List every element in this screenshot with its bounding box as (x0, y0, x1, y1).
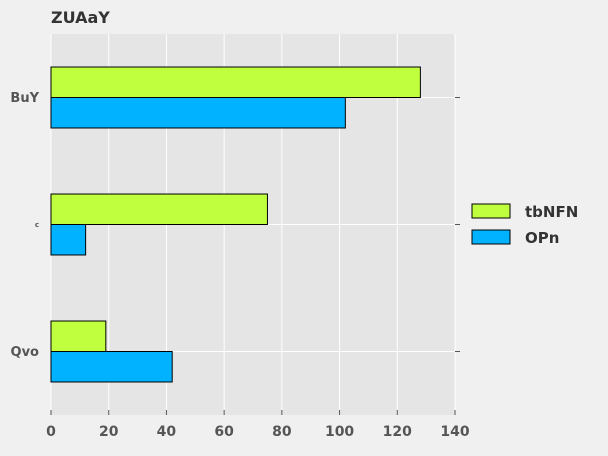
axes: 0 20 40 60 80 100 120 140 BuY c Qvo (10, 91, 469, 440)
x-tick-label: 80 (272, 424, 292, 440)
legend-swatch (471, 203, 511, 219)
x-tick-label: 120 (383, 424, 412, 440)
legend-label: tbNFN (525, 203, 578, 221)
legend: tbNFN OPn (471, 203, 578, 247)
x-tick-label: 40 (157, 424, 177, 440)
y-tick-label: BuY (10, 91, 39, 106)
bar-OPn-BuY (50, 97, 346, 129)
y-tick-label: Qvo (11, 345, 40, 360)
bar-OPn-c (50, 224, 87, 256)
x-tick-label: 0 (46, 424, 56, 440)
x-tick-label: 20 (99, 424, 119, 440)
chart-title: ZUAaY (51, 8, 110, 27)
x-tick-label: 100 (325, 424, 354, 440)
y-tick-label: c (35, 221, 39, 229)
bar-tbNFN-Qvo (50, 320, 107, 352)
bars (50, 66, 421, 383)
bar-tbNFN-c (50, 193, 268, 226)
legend-swatch (471, 229, 511, 245)
legend-label: OPn (525, 229, 559, 247)
bar-OPn-Qvo (50, 351, 173, 383)
x-tick-label: 60 (214, 424, 234, 440)
bar-tbNFN-BuY (50, 66, 421, 98)
x-tick-label: 140 (440, 424, 469, 440)
